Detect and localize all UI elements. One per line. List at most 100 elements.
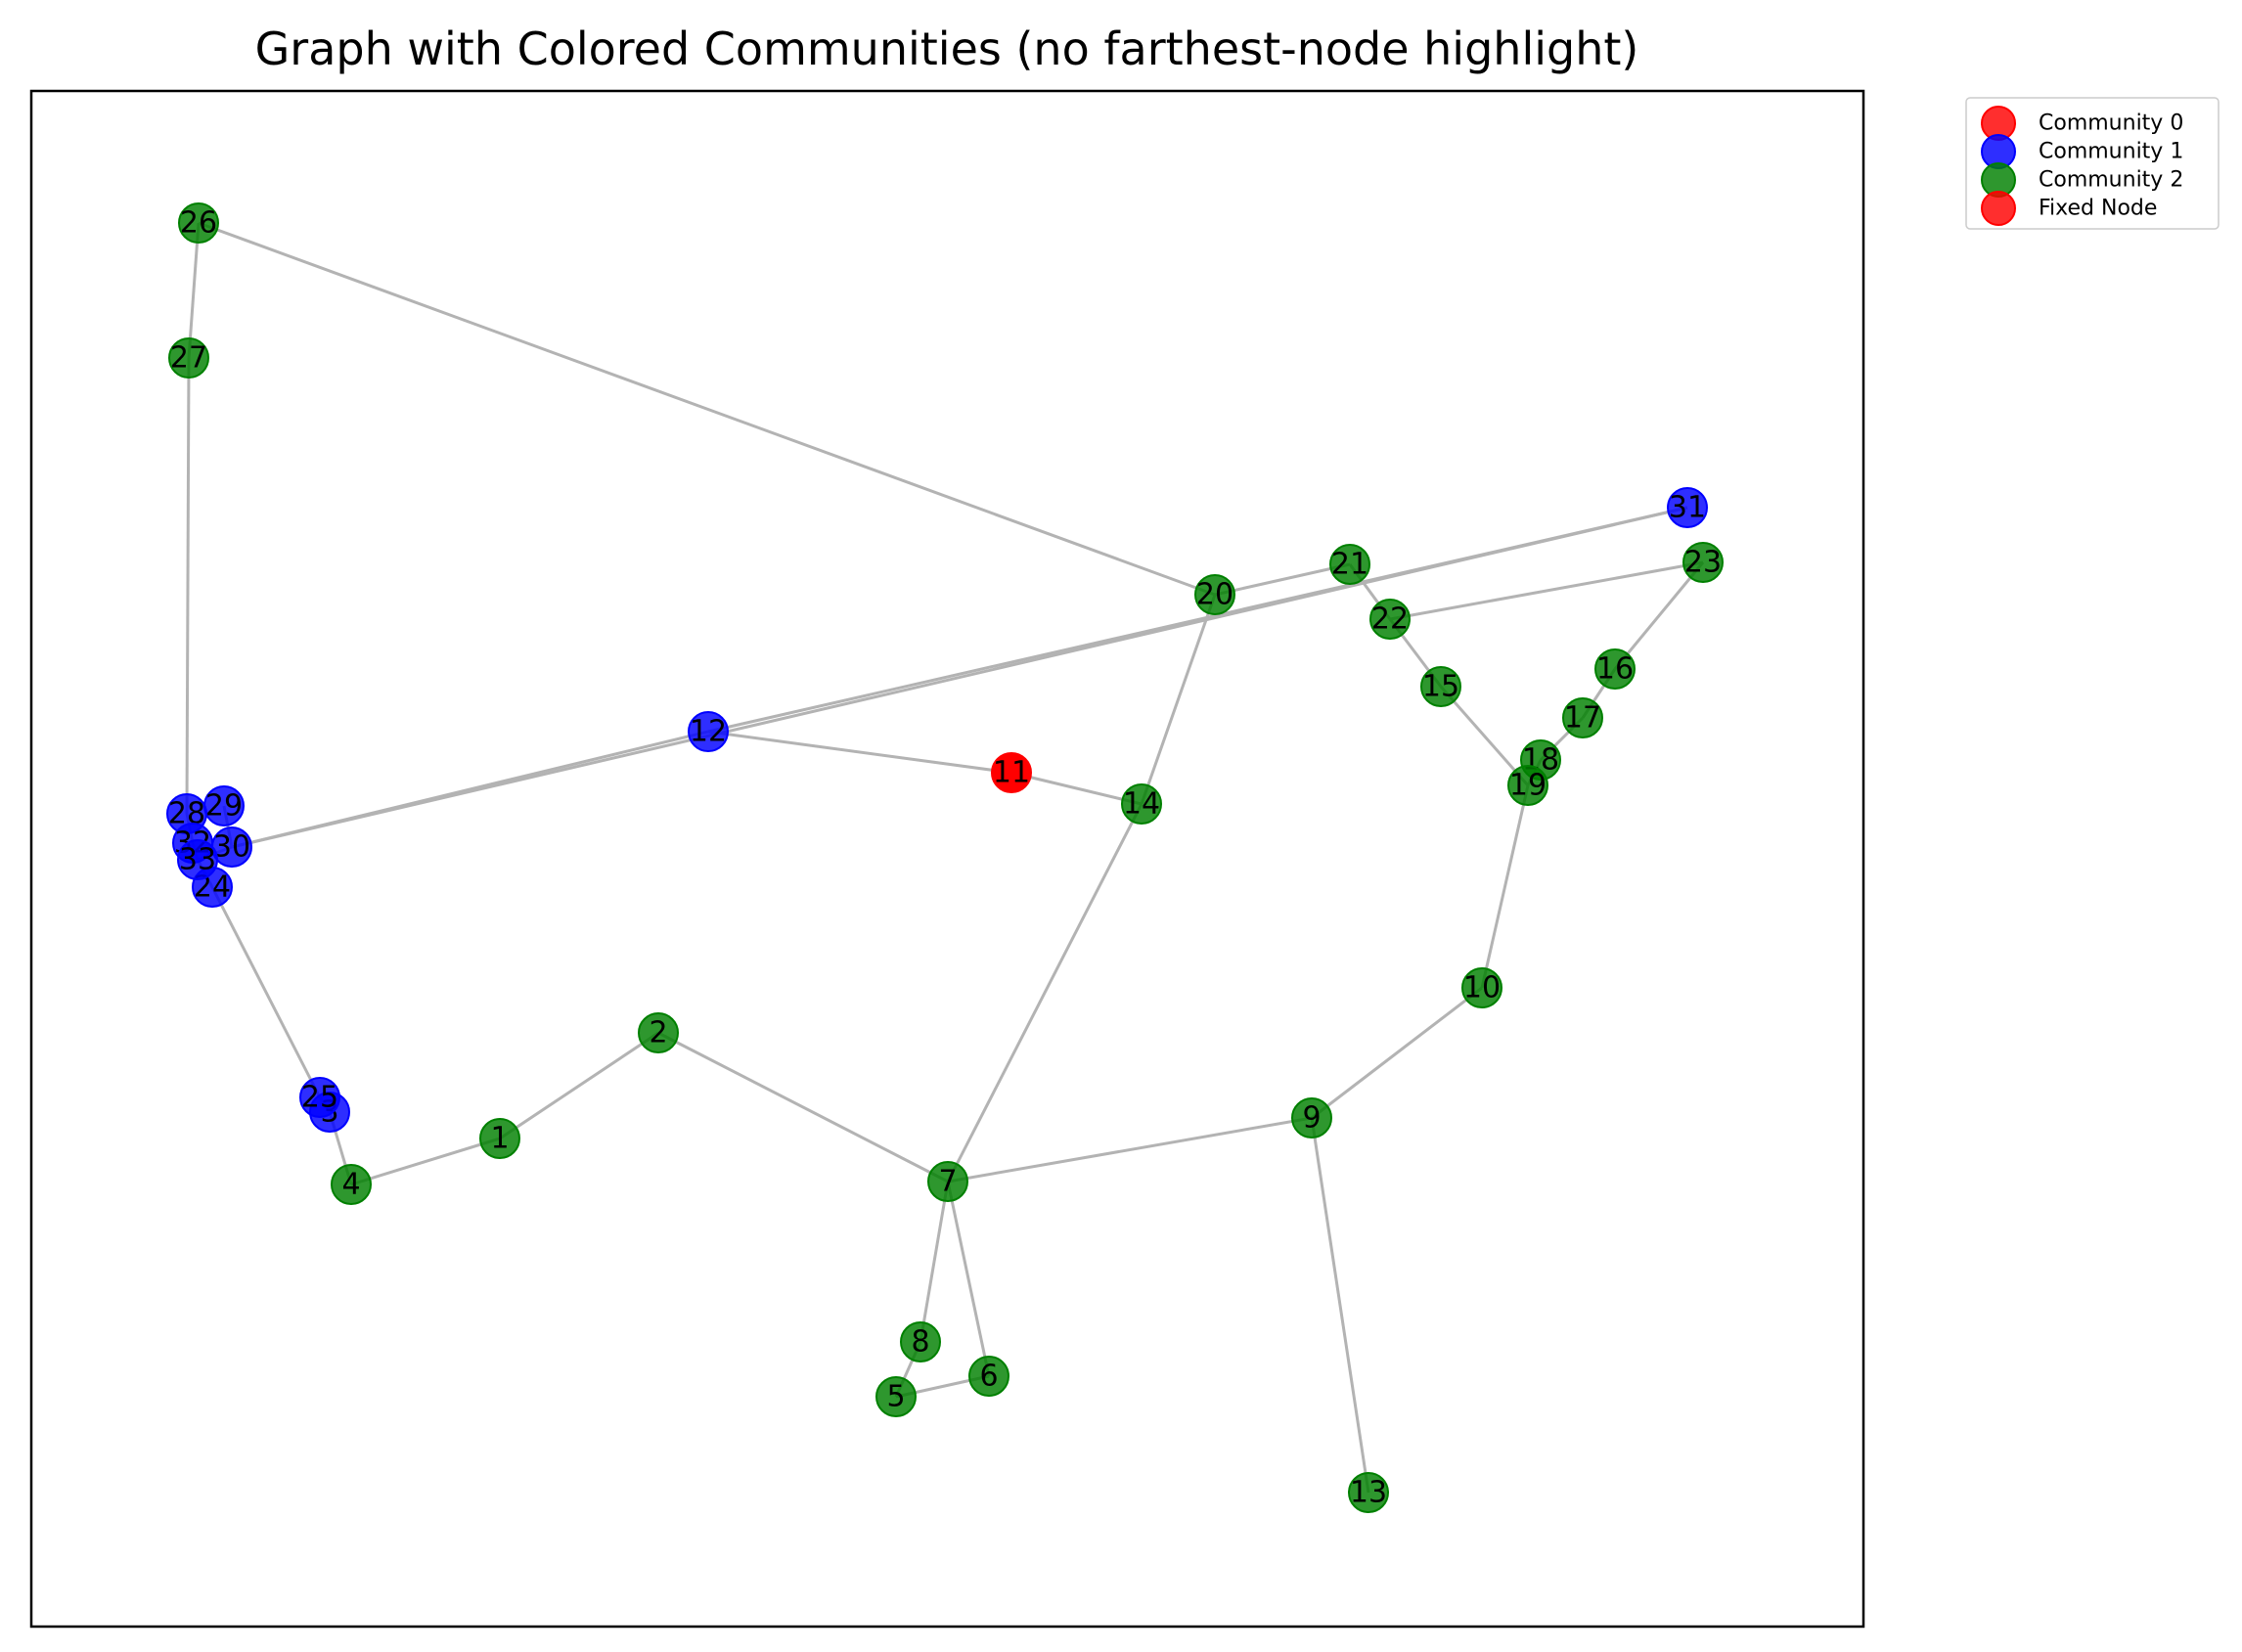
node-circle-23 xyxy=(1682,542,1724,583)
node-circle-25 xyxy=(299,1077,340,1118)
edge-1-4 xyxy=(350,1137,501,1186)
edge-25-24 xyxy=(210,886,322,1098)
node-label-23: 23 xyxy=(1684,546,1722,580)
node-8: 8 xyxy=(900,1321,941,1362)
node-label-12: 12 xyxy=(690,715,727,749)
node-12: 12 xyxy=(688,711,729,752)
node-11: 11 xyxy=(991,752,1032,793)
edge-12-11 xyxy=(707,730,1012,775)
node-circle-33 xyxy=(177,839,218,880)
node-6: 6 xyxy=(968,1356,1009,1397)
node-label-15: 15 xyxy=(1422,670,1459,704)
edge-9-13 xyxy=(1310,1117,1370,1494)
node-label-10: 10 xyxy=(1463,971,1501,1005)
legend-item-3: Fixed Node xyxy=(1981,191,2157,226)
node-7: 7 xyxy=(927,1161,968,1202)
node-30: 30 xyxy=(211,826,252,868)
edge-14-20 xyxy=(1140,594,1217,805)
nodes-layer: 1234567891011121314151617181920212223242… xyxy=(166,202,1724,1513)
node-circle-14 xyxy=(1121,783,1162,825)
edge-26-20 xyxy=(198,221,1216,597)
node-9: 9 xyxy=(1291,1097,1332,1139)
node-label-17: 17 xyxy=(1564,701,1601,736)
legend-marker-3 xyxy=(1981,191,2016,226)
node-20: 20 xyxy=(1194,574,1235,615)
node-27: 27 xyxy=(168,337,209,379)
node-23: 23 xyxy=(1682,542,1724,583)
edge-9-7 xyxy=(947,1116,1313,1183)
edge-26-27 xyxy=(187,222,201,359)
node-circle-29 xyxy=(203,785,245,826)
node-circle-8 xyxy=(900,1321,941,1362)
node-label-33: 33 xyxy=(179,843,216,877)
node-label-30: 30 xyxy=(213,830,250,865)
edge-7-6 xyxy=(946,1181,991,1377)
node-circle-10 xyxy=(1461,967,1502,1008)
node-17: 17 xyxy=(1562,697,1603,738)
node-label-9: 9 xyxy=(1302,1101,1321,1136)
edge-19-10 xyxy=(1480,784,1530,989)
chart-title: Graph with Colored Communities (no farth… xyxy=(255,22,1639,75)
edge-11-14 xyxy=(1010,771,1143,806)
edge-31-30 xyxy=(231,506,1688,849)
node-29: 29 xyxy=(203,785,245,826)
node-label-2: 2 xyxy=(649,1016,667,1050)
plot-frame xyxy=(29,89,1865,1629)
node-circle-19 xyxy=(1507,765,1548,806)
node-circle-6 xyxy=(968,1356,1009,1397)
node-label-13: 13 xyxy=(1350,1476,1387,1510)
node-circle-12 xyxy=(688,711,729,752)
node-25: 25 xyxy=(299,1077,340,1118)
edge-7-8 xyxy=(919,1181,950,1343)
node-label-20: 20 xyxy=(1196,578,1233,612)
node-circle-17 xyxy=(1562,697,1603,738)
node-31: 31 xyxy=(1667,487,1708,528)
legend-items: Community 0 Community 1 Community 2 Fixed N… xyxy=(1981,106,2183,226)
edge-2-1 xyxy=(499,1031,659,1140)
legend-item-2: Community 2 xyxy=(1981,162,2183,198)
node-circle-9 xyxy=(1291,1097,1332,1139)
node-label-4: 4 xyxy=(341,1168,360,1202)
node-5: 5 xyxy=(875,1376,917,1417)
node-circle-26 xyxy=(178,202,219,244)
node-circle-7 xyxy=(927,1161,968,1202)
node-label-14: 14 xyxy=(1123,787,1160,822)
node-circle-15 xyxy=(1420,666,1461,707)
node-label-1: 1 xyxy=(490,1122,509,1156)
node-circle-31 xyxy=(1667,487,1708,528)
node-label-21: 21 xyxy=(1331,548,1368,582)
edge-23-16 xyxy=(1613,561,1705,670)
node-circle-20 xyxy=(1194,574,1235,615)
node-circle-16 xyxy=(1594,648,1636,690)
node-circle-27 xyxy=(168,337,209,379)
legend-label-3: Fixed Node xyxy=(2039,197,2157,221)
node-4: 4 xyxy=(331,1164,372,1205)
node-16: 16 xyxy=(1594,648,1636,690)
node-label-31: 31 xyxy=(1669,491,1706,525)
node-label-19: 19 xyxy=(1509,769,1547,803)
node-13: 13 xyxy=(1348,1472,1389,1513)
legend: Community 0 Community 1 Community 2 Fixed N… xyxy=(1965,97,2220,230)
node-19: 19 xyxy=(1507,765,1548,806)
edge-7-2 xyxy=(657,1031,949,1183)
node-circle-22 xyxy=(1369,599,1411,640)
edge-20-21 xyxy=(1214,562,1351,597)
node-label-29: 29 xyxy=(205,789,243,824)
node-label-11: 11 xyxy=(993,756,1030,790)
legend-label-0: Community 0 xyxy=(2039,112,2183,136)
node-label-6: 6 xyxy=(979,1360,998,1394)
node-circle-13 xyxy=(1348,1472,1389,1513)
node-33: 33 xyxy=(177,839,218,880)
legend-frame xyxy=(1965,97,2220,230)
node-label-8: 8 xyxy=(911,1325,929,1360)
legend-label-1: Community 1 xyxy=(2039,140,2183,164)
legend-item-0: Community 0 xyxy=(1981,106,2183,141)
legend-label-2: Community 2 xyxy=(2039,168,2183,193)
edge-14-7 xyxy=(946,803,1143,1183)
edge-22-23 xyxy=(1389,560,1704,621)
node-circle-1 xyxy=(479,1118,520,1159)
node-2: 2 xyxy=(638,1012,679,1053)
node-label-22: 22 xyxy=(1371,603,1409,637)
node-1: 1 xyxy=(479,1118,520,1159)
